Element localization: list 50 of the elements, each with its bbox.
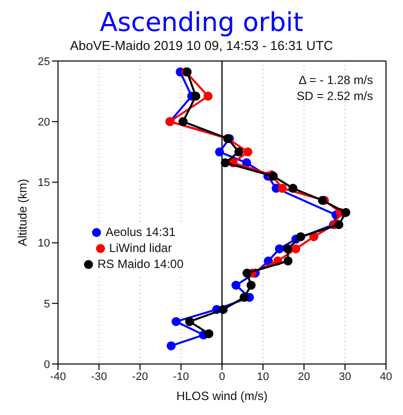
point: [278, 184, 287, 193]
point: [215, 147, 224, 156]
point: [246, 280, 256, 290]
y-tick-label: 0: [44, 358, 50, 371]
annotation: SD = 2.52 m/s: [296, 88, 373, 104]
point: [220, 158, 230, 168]
point: [231, 280, 240, 290]
x-tick-label: -10: [173, 370, 189, 383]
chart-subtitle: AboVE-Maido 2019 10 09, 14:53 - 16:31 UTC: [68, 38, 334, 54]
y-tick-label: 15: [38, 177, 50, 190]
point: [341, 208, 350, 217]
point: [240, 292, 249, 302]
point: [166, 341, 176, 350]
x-tick-label: 10: [256, 370, 270, 383]
point: [318, 196, 327, 205]
point: [243, 147, 252, 156]
y-tick-label: 5: [44, 298, 50, 310]
point: [185, 317, 194, 326]
point: [172, 317, 181, 326]
x-tick-label: 20: [298, 370, 310, 383]
legend-label: RS Maido 14:00: [97, 257, 184, 271]
point: [191, 92, 200, 101]
x-tick-label: 0: [218, 370, 226, 383]
x-axis-title: HLOS wind (m/s): [176, 389, 268, 403]
x-tick-label: -30: [91, 370, 107, 383]
y-tick-label: 10: [38, 238, 50, 250]
point: [296, 232, 306, 242]
annotation: Δ = - 1.28 m/s: [298, 72, 373, 88]
y-tick-label: 25: [38, 56, 50, 68]
point: [283, 244, 292, 254]
y-tick-label: 20: [38, 116, 50, 129]
point: [218, 304, 228, 314]
point: [234, 147, 244, 156]
point: [274, 244, 284, 254]
point: [334, 220, 344, 230]
point: [284, 256, 293, 266]
point: [178, 117, 188, 126]
x-tick-label: -20: [132, 370, 148, 383]
point: [204, 92, 213, 101]
legend-label: LiWind lidar: [109, 241, 172, 255]
chart-title: Ascending orbit: [98, 8, 304, 38]
x-tick-label: -40: [50, 370, 66, 383]
y-axis-title: Altitude (km): [15, 178, 30, 246]
x-tick-label: 30: [338, 370, 352, 383]
point: [204, 329, 214, 338]
point: [288, 184, 298, 193]
x-tick-label: 40: [380, 370, 392, 383]
point: [242, 268, 252, 278]
legend-label: Aeolus 14:31: [105, 225, 176, 239]
point: [291, 244, 300, 254]
